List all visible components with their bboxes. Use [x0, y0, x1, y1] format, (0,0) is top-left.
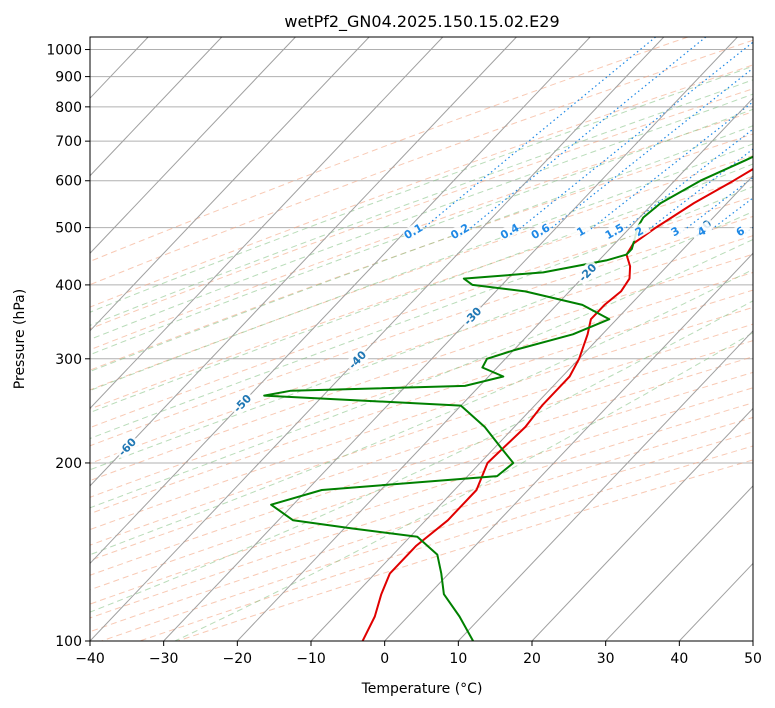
isotherm-label-bg — [574, 258, 601, 286]
isotherm-label-bg — [113, 433, 141, 461]
isotherm-line — [384, 252, 753, 641]
isotherm-line — [310, 175, 753, 641]
isotherm-line — [457, 330, 753, 641]
mixing-ratio-line — [612, 128, 753, 239]
y-tick-label: 100 — [55, 634, 82, 650]
isotherm-line — [90, 37, 591, 565]
mixing-ratio-label-bg — [728, 221, 752, 242]
temperature-profile — [361, 167, 753, 641]
y-tick-label: 300 — [55, 352, 82, 368]
moist-adiabat — [90, 79, 753, 326]
plot-background — [90, 37, 753, 641]
moist-adiabat — [90, 125, 753, 373]
mixing-ratio-line — [767, 37, 775, 238]
dry-adiabat — [90, 356, 753, 576]
mixing-ratio-label-bg — [528, 221, 552, 242]
plot-frame — [89, 36, 754, 642]
mixing-ratio-label-bg — [602, 221, 627, 242]
isotherm-line — [90, 37, 517, 487]
chart-title: wetPf2_GN04.2025.150.15.02.E29 — [284, 12, 559, 32]
mixing-ratio-line — [411, 37, 656, 239]
x-tick-label: −20 — [223, 651, 253, 667]
y-tick-label: 400 — [55, 278, 82, 294]
mixing-ratio-label-bg — [627, 221, 651, 242]
isotherm-line — [90, 37, 296, 255]
y-tick-label: 200 — [55, 456, 82, 472]
isotherm-label-bg — [343, 346, 371, 374]
dry-adiabat — [90, 215, 753, 447]
dry-adiabat — [90, 271, 753, 498]
y-axis-ticks: 100 200 300 400 500 600 700 800 900 1000 — [46, 43, 90, 650]
isotherm-line — [163, 37, 738, 641]
isotherm-line — [531, 407, 753, 641]
x-tick-label: 50 — [744, 651, 762, 667]
dry-adiabat — [90, 133, 753, 371]
mixing-ratio-label-bg — [497, 221, 522, 242]
isotherm-label-bg — [228, 389, 256, 417]
dry-adiabat — [90, 39, 753, 286]
mixing-ratio-line — [673, 176, 753, 239]
x-tick-label: 0 — [380, 651, 389, 667]
x-tick-label: −30 — [149, 651, 179, 667]
y-tick-label: 700 — [55, 134, 82, 150]
mixing-ratio-label-bg — [569, 221, 593, 242]
y-tick-label: 900 — [55, 70, 82, 86]
isotherm-label-bg — [459, 302, 486, 330]
y-tick-label: 1000 — [46, 43, 82, 59]
x-axis-ticks: −40 −30 −20 −10 0 10 20 30 40 50 — [75, 641, 762, 667]
isotherm-line — [90, 37, 444, 410]
dry-adiabat — [90, 306, 753, 531]
moist-adiabats — [90, 65, 753, 641]
x-tick-label: 40 — [670, 651, 688, 667]
moist-adiabat — [90, 93, 753, 340]
isotherm-line — [0, 37, 1, 641]
x-tick-label: 10 — [449, 651, 467, 667]
x-tick-label: 20 — [523, 651, 541, 667]
isotherm-line — [90, 37, 665, 641]
mixing-ratio-line — [538, 67, 753, 239]
isotherms — [0, 37, 753, 641]
dry-adiabat — [90, 64, 753, 308]
profile-series — [263, 155, 753, 641]
isotherm-line — [90, 37, 370, 332]
moist-adiabat — [90, 268, 753, 556]
y-tick-label: 600 — [55, 174, 82, 190]
y-axis-title: Pressure (hPa) — [12, 289, 28, 389]
dry-adiabat — [90, 340, 753, 561]
x-tick-label: 30 — [597, 651, 615, 667]
isotherm-line — [236, 97, 753, 641]
x-tick-label: −10 — [296, 651, 326, 667]
x-tick-label: −40 — [75, 651, 105, 667]
mixing-ratio-label-bg — [689, 221, 714, 242]
mixing-ratio-label-bg — [663, 221, 687, 242]
moist-adiabat — [90, 238, 753, 509]
plot-area — [0, 37, 775, 641]
mixing-ratio-line — [507, 41, 753, 239]
mixing-ratio-lines — [411, 37, 775, 239]
y-tick-label: 800 — [55, 100, 82, 116]
mixing-ratio-label-bg — [401, 221, 425, 242]
isotherm-line — [605, 485, 753, 641]
dry-adiabat — [90, 88, 753, 330]
moist-adiabat — [90, 65, 753, 313]
dry-adiabat — [90, 387, 753, 605]
mixing-ratio-label-bg — [448, 221, 472, 242]
pressure-gridlines — [90, 49, 753, 641]
moist-adiabat — [90, 143, 753, 392]
dewpoint-profile — [263, 155, 753, 641]
y-tick-label: 500 — [55, 221, 82, 237]
moist-adiabat — [90, 185, 753, 440]
dry-adiabat — [90, 196, 753, 429]
moist-adiabat — [90, 108, 753, 356]
x-axis-title: Temperature (°C) — [361, 681, 483, 697]
isotherm-line — [752, 640, 753, 641]
isotherm-line — [90, 37, 223, 177]
